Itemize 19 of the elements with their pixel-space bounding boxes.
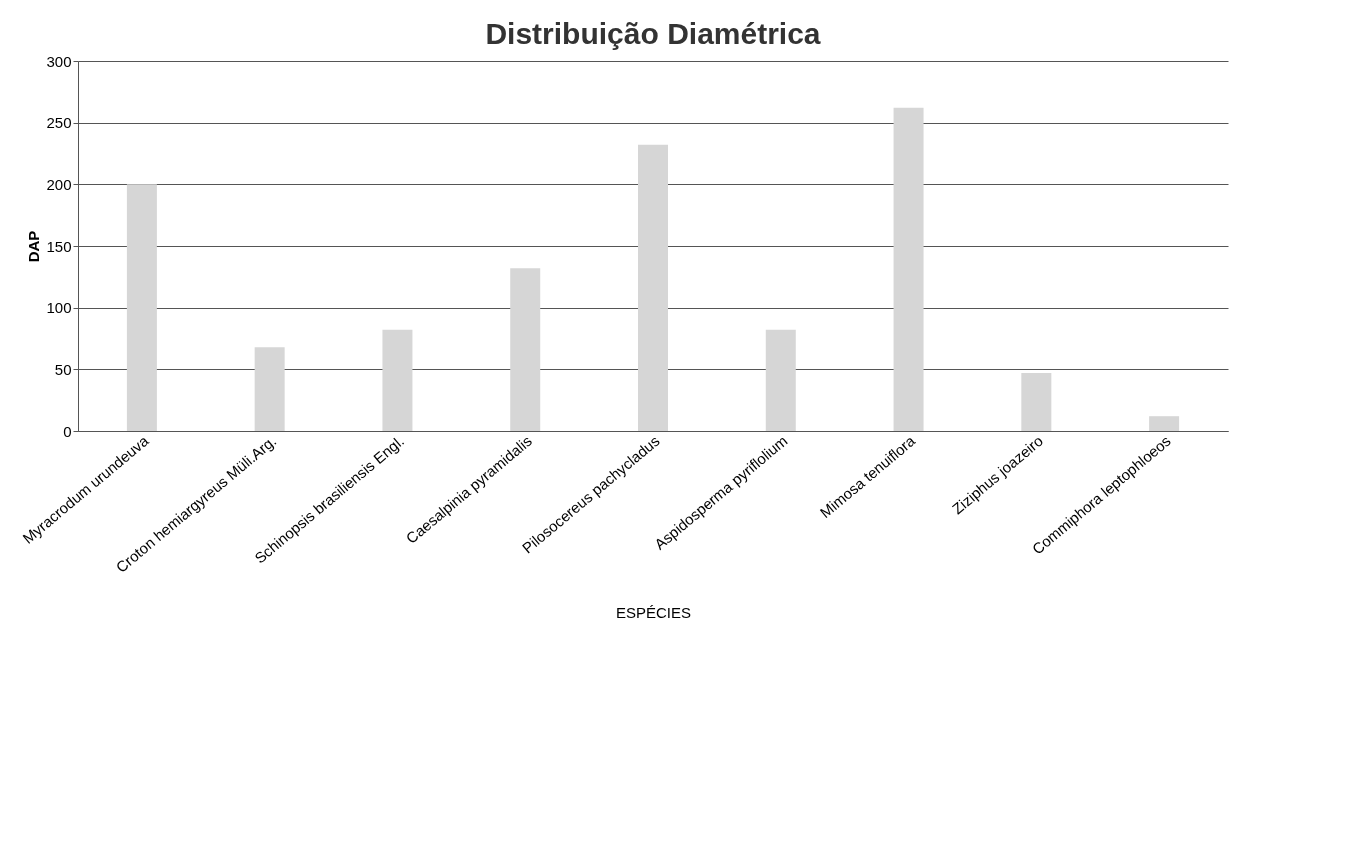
bar bbox=[638, 144, 668, 431]
bar bbox=[126, 184, 157, 431]
bar bbox=[765, 329, 796, 431]
y-tick-label: 150 bbox=[46, 237, 72, 255]
y-tick-label: 300 bbox=[46, 52, 72, 70]
bar bbox=[893, 107, 924, 431]
y-tick-label: 50 bbox=[54, 360, 72, 378]
bar bbox=[1149, 416, 1180, 431]
y-tick-label: 250 bbox=[46, 114, 72, 132]
y-tick-label: 100 bbox=[46, 299, 72, 317]
x-axis-title: ESPÉCIES bbox=[615, 603, 692, 621]
chart-title: Distribuição Diamétrica bbox=[485, 17, 821, 50]
bar bbox=[254, 347, 285, 431]
y-axis-title: DAP bbox=[25, 230, 43, 263]
bar bbox=[382, 329, 413, 431]
y-tick-label: 200 bbox=[46, 175, 72, 193]
bar bbox=[510, 268, 541, 431]
y-tick-label: 0 bbox=[63, 422, 72, 440]
bar bbox=[1021, 373, 1052, 431]
